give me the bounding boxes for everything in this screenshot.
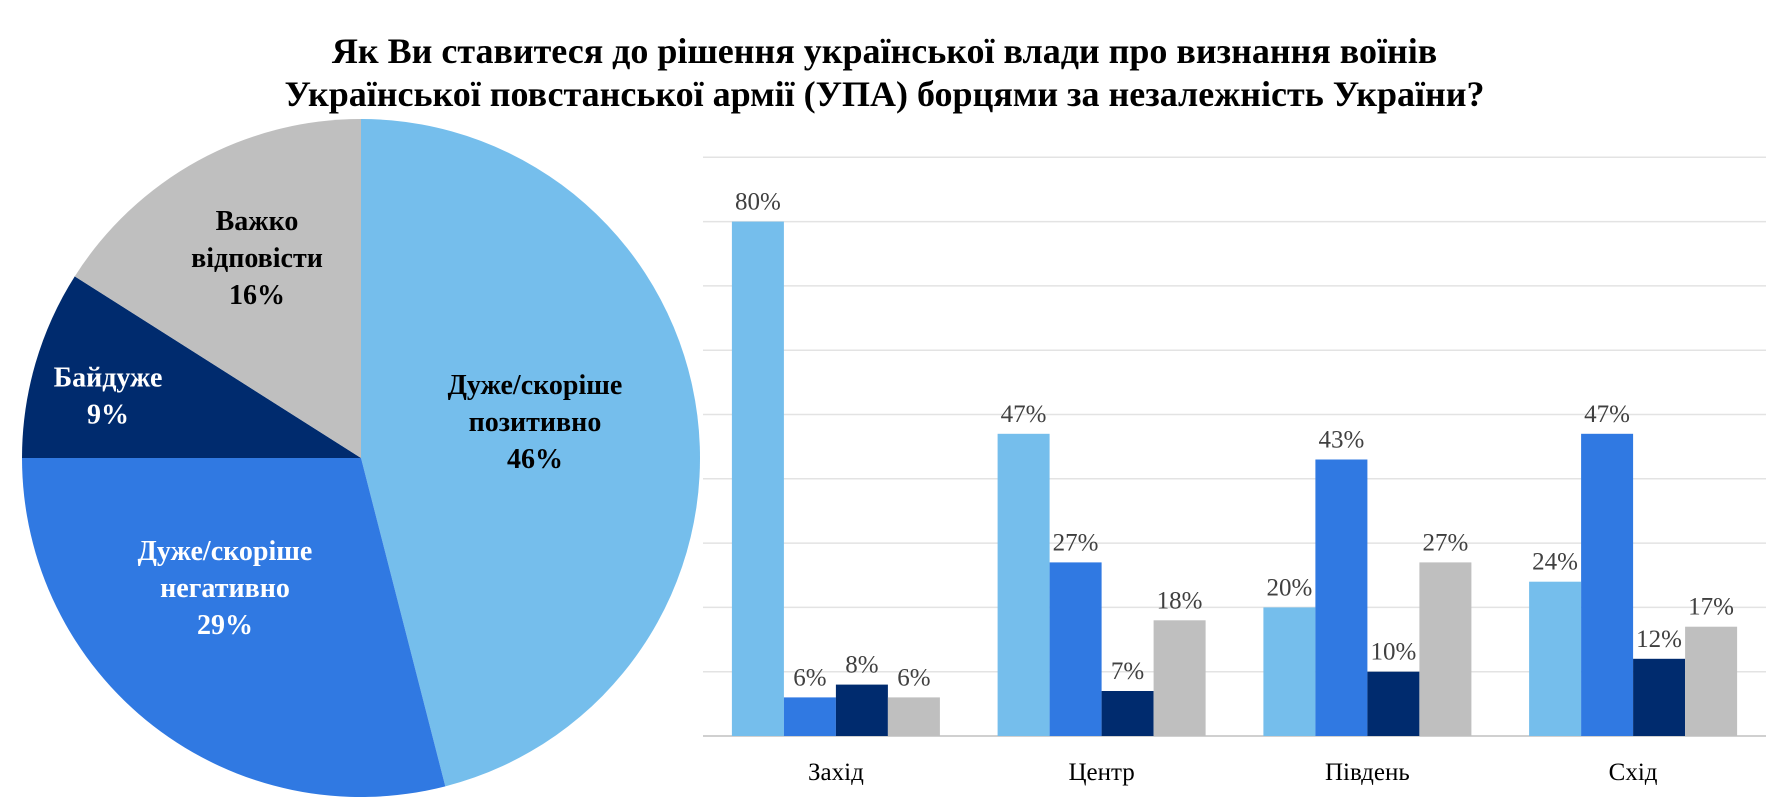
- pie-slice: [22, 276, 361, 458]
- bar-value-label: 80%: [735, 189, 781, 216]
- bar-value-label: 24%: [1532, 549, 1578, 576]
- bar-value-label: 27%: [1053, 529, 1099, 556]
- bar-value-label: 47%: [1001, 401, 1047, 428]
- bar: [835, 684, 888, 736]
- x-tick-label: Захід: [808, 759, 864, 786]
- bar-value-label: 8%: [845, 652, 878, 679]
- bar-value-label: 27%: [1422, 529, 1468, 556]
- pie-slice-label: Важко відповісти 16%: [191, 206, 323, 311]
- bar: [1419, 562, 1472, 736]
- x-tick-label: Південь: [1325, 759, 1410, 786]
- chart-title-line-2: Української повстанської армії (УПА) бор…: [284, 74, 1485, 114]
- x-tick-label: Центр: [1068, 759, 1134, 786]
- pie-slice-label: Байдуже 9%: [54, 363, 163, 431]
- bar-value-label: 10%: [1370, 639, 1416, 666]
- bar-value-label: 20%: [1266, 574, 1312, 601]
- bar: [783, 697, 836, 736]
- bar: [1685, 626, 1738, 736]
- pie-slice: [74, 119, 362, 458]
- x-tick-label: Схід: [1609, 759, 1658, 786]
- bar: [1101, 691, 1154, 736]
- bar: [997, 433, 1050, 736]
- pie-slice-label: Дуже/скоріше негативно 29%: [138, 536, 313, 641]
- chart-title-line-1: Як Ви ставитеся до рішення української в…: [331, 31, 1438, 71]
- pie-slice: [361, 118, 701, 787]
- bar: [1367, 671, 1420, 736]
- bar-value-label: 7%: [1111, 658, 1144, 685]
- bar: [1581, 433, 1634, 736]
- bar-value-label: 17%: [1688, 594, 1734, 621]
- bar: [887, 697, 940, 736]
- bar: [1315, 459, 1368, 736]
- pie-slice: [22, 458, 446, 798]
- bar: [1153, 620, 1206, 736]
- bar-value-label: 6%: [897, 664, 930, 691]
- bar-value-label: 47%: [1584, 401, 1630, 428]
- bar: [1049, 562, 1102, 736]
- pie-slice-label: Дуже/скоріше позитивно 46%: [448, 370, 623, 475]
- bar: [1529, 581, 1582, 736]
- bar-value-label: 6%: [793, 664, 826, 691]
- bar-value-label: 12%: [1636, 626, 1682, 653]
- bar-value-label: 18%: [1157, 587, 1203, 614]
- bar: [1263, 607, 1316, 736]
- bar: [731, 221, 784, 737]
- bar-value-label: 43%: [1318, 427, 1364, 454]
- bar: [1633, 658, 1686, 736]
